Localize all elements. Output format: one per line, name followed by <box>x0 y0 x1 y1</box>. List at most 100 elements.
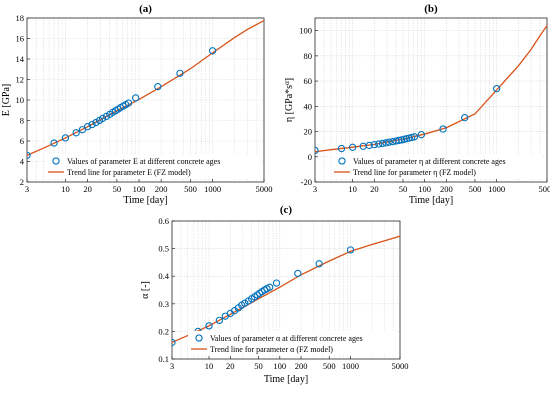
y-tick-label: 4 <box>20 157 25 167</box>
legend-entry: Values of parameter α at different concr… <box>210 334 363 343</box>
y-tick-label: 0.6 <box>158 216 169 226</box>
data-point <box>154 83 162 91</box>
legend-entry: Values of parameter η at different concr… <box>353 157 506 166</box>
x-tick-label: 200 <box>295 361 308 371</box>
y-tick-label: 0.1 <box>158 354 169 364</box>
y-tick-label: 16 <box>16 34 25 44</box>
data-point <box>337 144 346 153</box>
y-tick-label: 8 <box>20 116 24 126</box>
series-layer <box>315 24 547 155</box>
data-point <box>493 84 501 93</box>
y-tick-label: 14 <box>16 54 25 64</box>
y-tick-label: 0.5 <box>158 244 169 254</box>
data-point <box>78 126 87 134</box>
data-point <box>176 69 184 77</box>
x-tick-label: 3 <box>25 184 29 194</box>
x-tick-label: 200 <box>440 184 453 194</box>
data-point <box>241 299 249 307</box>
x-tick-label: 1000 <box>488 184 505 194</box>
y-tick-label: 0.4 <box>158 271 169 281</box>
data-point <box>346 246 355 254</box>
data-point <box>98 114 107 123</box>
data-point <box>365 141 373 150</box>
x-tick-label: 500 <box>184 184 197 194</box>
trend-line <box>315 24 547 153</box>
data-point <box>124 99 133 107</box>
y-tick-label: 12 <box>16 75 25 85</box>
chart-panel-1: 3 10 20 50 100 200 500 1000 5000 -20 0 20 40 60 80 100 (… <box>283 3 550 206</box>
data-point <box>461 114 469 122</box>
data-point <box>83 123 92 131</box>
x-tick-label: 5000 <box>256 184 273 194</box>
y-tick-label: 60 <box>304 76 313 86</box>
chart-panel-2: 3 10 20 50 100 200 500 1000 5000 0.1 0.2 0.3 0.4 0.5 0… <box>140 204 409 385</box>
data-point <box>205 322 213 330</box>
data-point <box>272 279 281 287</box>
y-tick-label: 6 <box>20 136 24 146</box>
legend-entry: Values of parameter E at different concr… <box>67 157 220 166</box>
data-point <box>27 151 31 159</box>
y-tick-label: 80 <box>304 51 313 61</box>
legend-marker-icon <box>195 334 203 342</box>
legend-entry: Trend line for parameter E (FZ model) <box>67 168 191 177</box>
data-point <box>417 131 426 139</box>
x-tick-label: 500 <box>469 184 482 194</box>
panel-title: (a) <box>139 3 152 15</box>
y-tick-label: 20 <box>304 127 313 137</box>
data-point <box>132 94 140 102</box>
data-point <box>215 316 223 325</box>
x-axis-label: Time [day] <box>264 374 308 385</box>
legend-marker-icon <box>338 157 346 165</box>
y-tick-label: 0.2 <box>158 326 169 336</box>
y-tick-label: 2 <box>20 177 24 187</box>
x-tick-label: 5000 <box>539 184 550 194</box>
data-point <box>88 120 96 129</box>
data-point <box>410 133 419 141</box>
y-axis-label: α [-] <box>140 281 151 299</box>
x-tick-label: 50 <box>113 184 122 194</box>
legend: Values of parameter E at different concr… <box>45 154 260 178</box>
data-point <box>349 143 357 151</box>
y-axis-label: η [GPa*sα] <box>283 78 295 122</box>
x-tick-label: 20 <box>370 184 379 194</box>
x-tick-label: 3 <box>313 184 317 194</box>
data-point <box>172 338 176 347</box>
x-axis-label: Time [day] <box>409 195 453 206</box>
x-tick-label: 1000 <box>204 184 221 194</box>
data-point <box>385 138 393 146</box>
legend-entry: Trend line for parameter η (FZ model) <box>353 168 476 177</box>
data-point <box>294 269 302 278</box>
data-point <box>408 133 416 142</box>
x-tick-label: 1000 <box>342 361 359 371</box>
data-point <box>315 146 319 155</box>
panel-title: (c) <box>280 204 293 216</box>
y-axis-label: E [GPa] <box>1 84 12 117</box>
plot-frame <box>171 220 401 360</box>
y-tick-label: -20 <box>301 177 312 187</box>
data-point <box>375 140 383 148</box>
data-point <box>315 260 323 268</box>
y-tick-label: 10 <box>16 95 25 105</box>
x-tick-label: 100 <box>273 361 286 371</box>
series-layer <box>172 235 400 347</box>
y-tick-label: 18 <box>16 13 25 23</box>
data-point <box>382 139 390 147</box>
trend-line <box>27 19 264 157</box>
x-tick-label: 20 <box>226 361 235 371</box>
x-tick-label: 3 <box>170 361 174 371</box>
data-point <box>61 134 70 142</box>
x-tick-label: 50 <box>399 184 408 194</box>
legend-entry: Trend line for parameter α (FZ model) <box>210 345 333 354</box>
x-tick-label: 100 <box>418 184 431 194</box>
x-tick-label: 50 <box>254 361 263 371</box>
data-point <box>370 141 378 149</box>
y-tick-label: 0.3 <box>158 299 169 309</box>
legend-marker-icon <box>52 157 60 165</box>
x-tick-label: 10 <box>348 184 357 194</box>
plot-frame <box>314 17 548 183</box>
y-tick-label: 0 <box>308 152 312 162</box>
data-point <box>439 125 447 133</box>
x-tick-label: 500 <box>323 361 336 371</box>
data-point <box>72 129 80 137</box>
x-tick-label: 10 <box>205 361 214 371</box>
